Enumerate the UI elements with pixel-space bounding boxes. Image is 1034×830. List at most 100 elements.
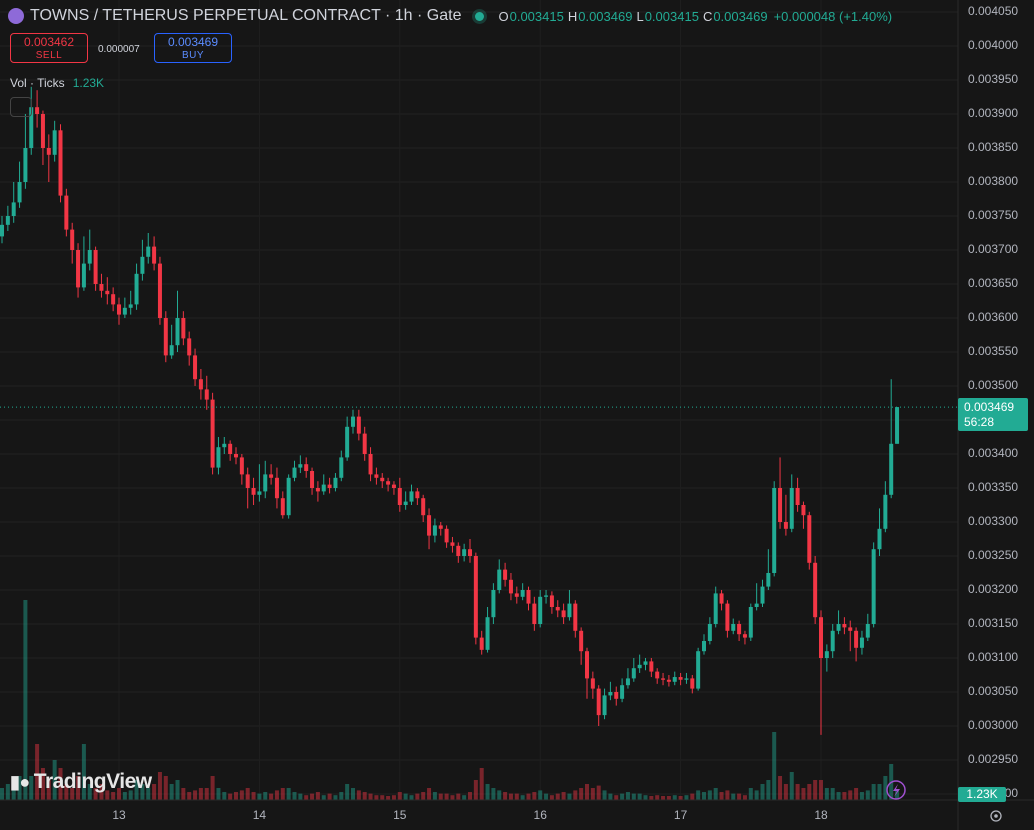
candle-body — [432, 525, 437, 536]
candle-body — [58, 130, 63, 196]
volume-bar — [883, 776, 888, 800]
candle-body — [29, 107, 34, 148]
candle-body — [754, 603, 759, 607]
volume-bar — [193, 790, 198, 800]
volume-bar — [590, 788, 595, 800]
candle-body — [485, 617, 490, 650]
volume-bar — [690, 793, 695, 800]
lightning-icon[interactable] — [886, 780, 906, 800]
ohlc-value: 0.003415 — [644, 8, 699, 24]
sell-button[interactable]: 0.003462 SELL — [10, 33, 88, 63]
candle-body — [210, 399, 215, 468]
candle-body — [99, 284, 104, 291]
volume-bar — [5, 784, 10, 800]
sell-price: 0.003462 — [23, 35, 75, 49]
y-tick-label: 0.003900 — [968, 106, 1018, 120]
volume-bar — [579, 788, 584, 800]
candle-body — [503, 569, 508, 580]
volume-bar — [351, 788, 355, 800]
volume-bar — [666, 796, 671, 800]
volume-bar — [702, 792, 706, 800]
volume-bar — [783, 784, 788, 800]
y-tick-label: 0.004050 — [968, 4, 1018, 18]
symbol-title[interactable]: TOWNS / TETHERUS PERPETUAL CONTRACT · 1h… — [30, 7, 462, 24]
volume-bar — [538, 790, 543, 800]
candle-body — [830, 630, 835, 652]
candle-body — [608, 692, 613, 696]
last-price-badge: 0.003469 56:28 — [958, 398, 1028, 432]
market-status — [475, 11, 485, 21]
volume-bar — [228, 793, 233, 800]
volume-bar — [52, 760, 57, 800]
volume-badge: 1.23K — [958, 787, 1006, 802]
candle-body — [35, 107, 40, 114]
volume-bar — [391, 795, 396, 800]
y-tick-label: 0.003500 — [968, 378, 1018, 392]
candle-body — [444, 528, 449, 543]
candle-body — [187, 338, 192, 356]
candle-body — [854, 630, 859, 648]
volume-bar — [848, 790, 853, 800]
candle-body — [602, 695, 607, 716]
candle-body — [631, 668, 636, 679]
volume-bar — [895, 790, 900, 800]
volume-bar — [707, 790, 712, 800]
candle-body — [175, 318, 180, 346]
volume-bar — [596, 785, 601, 800]
volume-bar — [778, 776, 783, 800]
y-tick-label: 0.003600 — [968, 310, 1018, 324]
candle-body — [157, 263, 162, 318]
volume-bar — [274, 790, 279, 800]
buy-button[interactable]: 0.003469 BUY — [154, 33, 232, 63]
candle-body — [81, 263, 86, 288]
volume-bar — [824, 788, 829, 800]
candle-body — [87, 250, 92, 264]
volume-bar — [807, 784, 812, 800]
last-price: 0.003469 — [964, 400, 1015, 415]
candle-body — [590, 678, 595, 689]
candle-body — [23, 148, 28, 182]
lightning-glyph — [893, 784, 900, 797]
candle-body — [146, 246, 151, 257]
brand-logo: ▮● TradingView — [10, 770, 152, 794]
candle-body — [555, 607, 560, 611]
candle-body — [450, 542, 455, 546]
candle-body — [620, 685, 625, 699]
candle-body — [169, 345, 174, 356]
volume-bar — [117, 788, 121, 800]
ohlc-key: C — [702, 8, 713, 24]
change: +0.000048 (+1.40%) — [773, 8, 893, 24]
candle-body — [280, 498, 285, 516]
volume-bar — [620, 793, 625, 800]
candle-body — [707, 624, 712, 641]
volume-bar — [87, 784, 92, 800]
candle-body — [456, 545, 461, 556]
volume-bar — [830, 788, 835, 800]
candle-body — [690, 678, 695, 689]
candle-body — [163, 318, 168, 356]
volume-bar — [479, 768, 484, 800]
candle-body — [801, 505, 806, 516]
candle-body — [263, 474, 268, 492]
volume-bar — [649, 796, 654, 800]
x-tick-label: 14 — [253, 808, 267, 822]
candle-body — [298, 464, 303, 468]
candle-body — [128, 304, 133, 308]
candle-body — [11, 202, 16, 216]
y-tick-label: 0.003000 — [968, 718, 1018, 732]
candle-body — [760, 586, 765, 604]
x-tick-label: 13 — [112, 808, 126, 822]
candle-body — [573, 603, 578, 631]
settings-icon[interactable] — [990, 810, 1002, 822]
volume-bar — [152, 784, 157, 800]
y-tick-label: 0.003400 — [968, 446, 1018, 460]
collapse-button[interactable] — [10, 97, 32, 117]
volume-bar — [614, 795, 619, 800]
volume-bar — [485, 784, 490, 800]
candle-body — [46, 148, 51, 155]
candle-body — [239, 457, 244, 475]
volume-bar — [462, 795, 467, 800]
candle-body — [327, 484, 332, 488]
candle-body — [807, 515, 812, 563]
buy-label: BUY — [181, 50, 205, 61]
